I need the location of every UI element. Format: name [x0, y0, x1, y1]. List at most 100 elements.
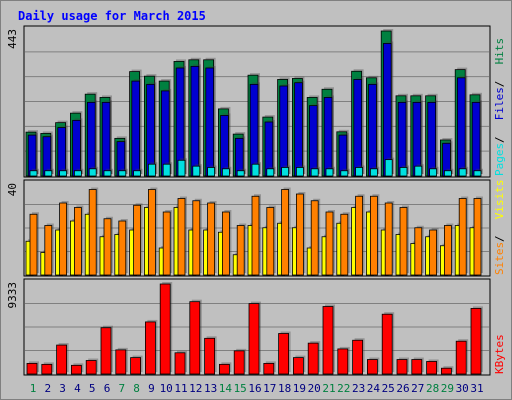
bar-kbytes-kbytes-2 — [41, 363, 53, 375]
x-tick-label-day-25: 25 — [382, 382, 395, 395]
bar-hits-files-18 — [279, 85, 288, 177]
legend-visits: Visits — [493, 179, 506, 219]
bar-kbytes-kbytes-24 — [366, 359, 378, 375]
x-tick-label-day-22: 22 — [337, 382, 350, 395]
bar-hits-pages-8 — [133, 170, 142, 177]
legend-hits: Hits — [493, 38, 506, 65]
bar-hits-files-25 — [382, 43, 392, 177]
bar-kbytes-kbytes-10 — [159, 283, 171, 375]
bar-kbytes-kbytes-16 — [248, 303, 260, 375]
x-tick-label-day-17: 17 — [263, 382, 276, 395]
legend-sites: Sites — [493, 242, 506, 275]
bar-hits-pages-10 — [162, 163, 171, 177]
bar-hits-pages-16 — [251, 163, 260, 177]
bar-hits-pages-27 — [414, 165, 423, 177]
bar-hits-pages-7 — [118, 170, 127, 177]
bar-kbytes-kbytes-12 — [189, 301, 201, 375]
x-tick-label-day-9: 9 — [148, 382, 155, 395]
bar-kbytes-kbytes-21 — [322, 306, 334, 375]
bar-hits-files-21 — [323, 97, 333, 177]
x-tick-label-day-28: 28 — [426, 382, 439, 395]
bar-kbytes-kbytes-27 — [411, 359, 423, 375]
bar-kbytes-kbytes-7 — [115, 349, 127, 375]
bar-hits-files-24 — [368, 83, 377, 177]
bar-hits-files-19 — [294, 82, 303, 177]
bar-visits-sites-6 — [103, 218, 112, 276]
x-tick-label-day-27: 27 — [411, 382, 424, 395]
bar-kbytes-kbytes-3 — [56, 344, 67, 375]
x-tick-label-day-5: 5 — [89, 382, 96, 395]
bar-visits-sites-8 — [133, 204, 142, 276]
bar-hits-pages-30 — [458, 168, 467, 177]
bar-visits-sites-21 — [325, 211, 334, 276]
bar-visits-sites-24 — [369, 195, 378, 276]
bar-hits-pages-2 — [44, 170, 53, 177]
bar-hits-pages-11 — [177, 159, 186, 177]
bar-kbytes-kbytes-25 — [381, 313, 393, 375]
x-tick-label-day-12: 12 — [189, 382, 202, 395]
bars — [25, 29, 483, 375]
x-tick-label-day-26: 26 — [396, 382, 409, 395]
bar-hits-files-12 — [190, 65, 200, 177]
x-tick-label-day-10: 10 — [160, 382, 173, 395]
bar-visits-sites-25 — [384, 202, 393, 276]
bar-hits-pages-9 — [147, 163, 156, 177]
x-tick-label-day-15: 15 — [234, 382, 247, 395]
x-tick-label-day-7: 7 — [118, 382, 125, 395]
bar-hits-files-31 — [471, 101, 481, 177]
bar-visits-sites-23 — [355, 195, 364, 276]
bar-kbytes-kbytes-14 — [218, 363, 230, 375]
bar-hits-files-23 — [353, 79, 362, 177]
bar-hits-files-8 — [131, 80, 141, 177]
bar-hits-pages-18 — [281, 167, 290, 177]
bar-hits-pages-6 — [103, 170, 112, 177]
bar-hits-pages-22 — [340, 170, 349, 177]
y-max-label-visits: 40 — [6, 183, 19, 196]
bar-kbytes-kbytes-28 — [426, 361, 438, 375]
bar-visits-sites-16 — [251, 195, 260, 276]
bar-kbytes-kbytes-15 — [233, 350, 245, 375]
bar-visits-sites-11 — [177, 198, 186, 276]
bar-visits-sites-22 — [340, 213, 349, 276]
bar-hits-pages-5 — [88, 168, 97, 177]
bar-kbytes-kbytes-26 — [396, 359, 408, 375]
bar-hits-files-26 — [397, 101, 407, 177]
bar-kbytes-kbytes-31 — [470, 308, 482, 375]
bar-hits-files-5 — [87, 101, 96, 177]
bar-visits-sites-15 — [236, 225, 245, 276]
bar-visits-sites-28 — [429, 229, 438, 276]
bar-hits-pages-23 — [355, 167, 364, 177]
bar-hits-pages-21 — [325, 168, 334, 177]
bar-kbytes-kbytes-9 — [144, 321, 156, 375]
bar-hits-files-3 — [57, 127, 66, 177]
bar-hits-files-20 — [308, 105, 318, 177]
x-tick-label-day-13: 13 — [204, 382, 217, 395]
bar-visits-sites-3 — [59, 202, 67, 276]
axis-labels: 443 Pages / Files / Hits 40 Sites / Visits 9… — [6, 29, 506, 395]
chart-title: Daily usage for March 2015 — [18, 9, 206, 23]
x-tick-label-day-11: 11 — [174, 382, 187, 395]
bar-kbytes-kbytes-5 — [85, 360, 97, 375]
x-tick-label-day-1: 1 — [30, 382, 37, 395]
x-tick-label-day-8: 8 — [133, 382, 140, 395]
bar-visits-sites-18 — [281, 189, 290, 276]
bar-visits-sites-31 — [473, 198, 482, 276]
bar-visits-sites-1 — [29, 213, 38, 276]
bar-visits-sites-10 — [162, 211, 171, 276]
bar-kbytes-kbytes-1 — [26, 362, 38, 375]
bar-hits-pages-4 — [74, 170, 82, 177]
bar-kbytes-kbytes-23 — [352, 339, 364, 375]
bar-hits-pages-15 — [236, 170, 245, 177]
bar-hits-pages-14 — [221, 168, 230, 177]
bar-hits-pages-13 — [207, 167, 216, 177]
x-tick-label-day-31: 31 — [470, 382, 483, 395]
x-tick-label-day-19: 19 — [293, 382, 306, 395]
bar-visits-sites-29 — [443, 225, 452, 276]
legend-separator: / — [493, 136, 506, 143]
bar-hits-files-28 — [427, 101, 436, 177]
bar-kbytes-kbytes-18 — [278, 333, 290, 375]
bar-hits-files-13 — [205, 67, 215, 177]
bar-visits-sites-14 — [221, 211, 230, 276]
x-tick-label-day-14: 14 — [219, 382, 233, 395]
